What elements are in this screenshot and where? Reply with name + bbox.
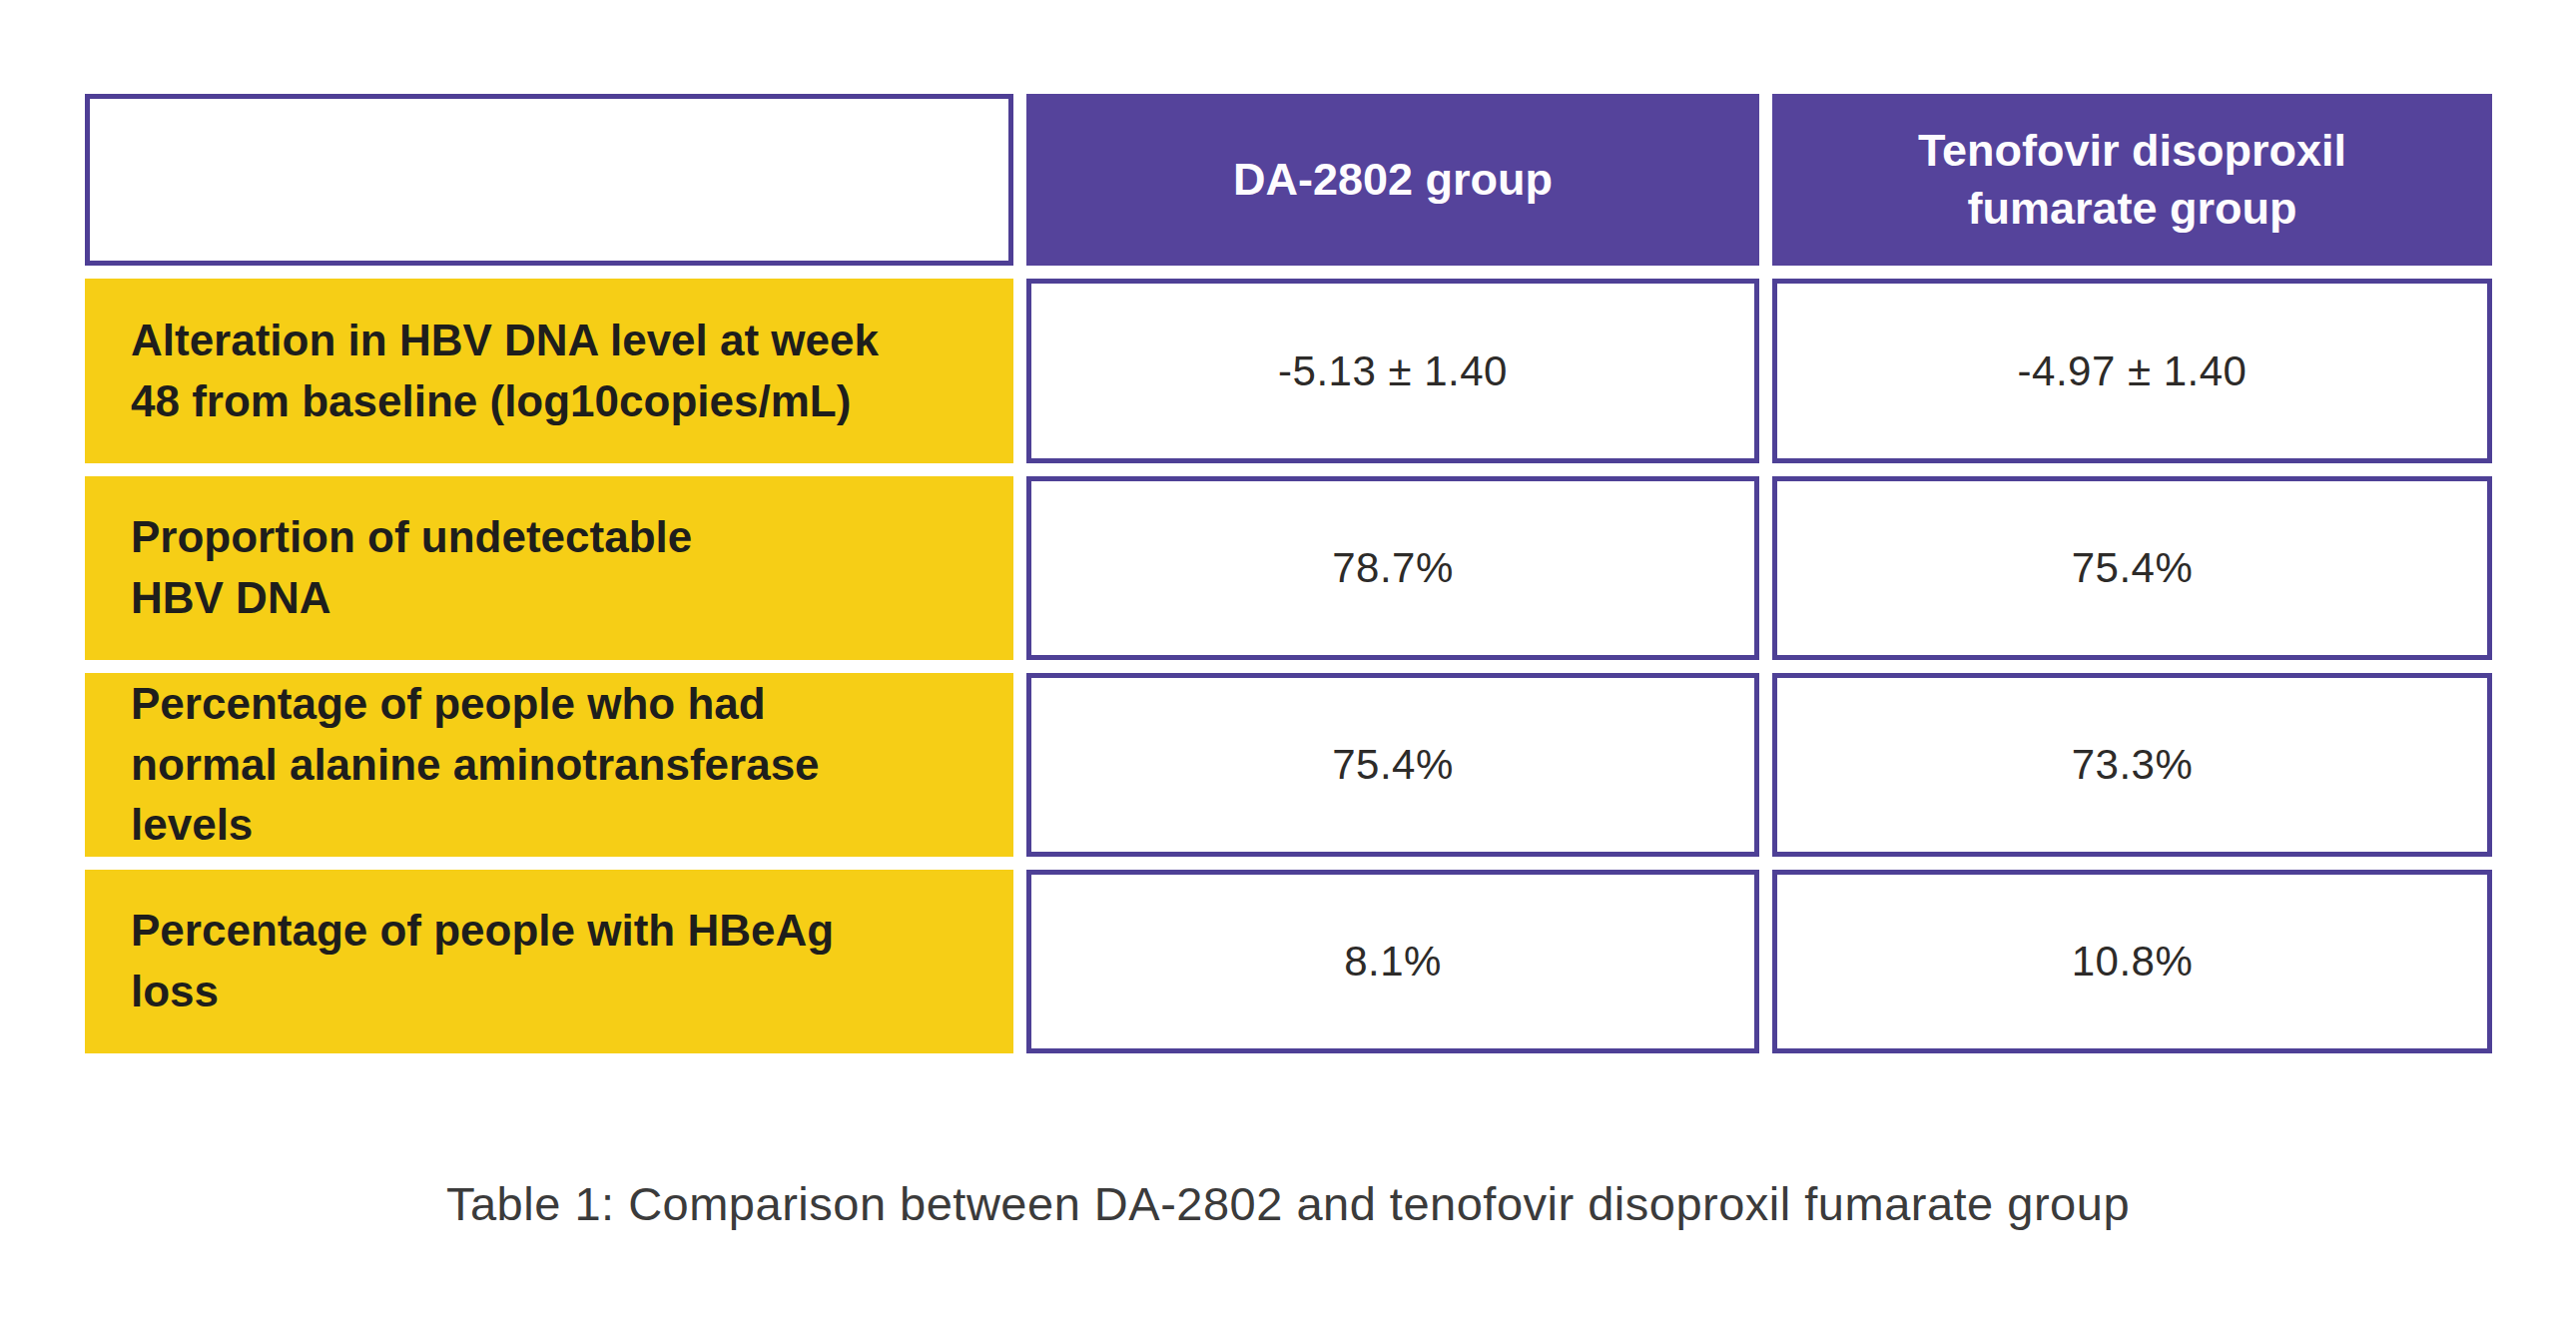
value-undetectable-hbv-dna-da2802: 78.7% xyxy=(1026,476,1759,660)
value-hbv-dna-alteration-tdf: -4.97 ± 1.40 xyxy=(1772,279,2492,463)
value-normal-alt-levels-tdf: 73.3% xyxy=(1772,673,2492,857)
row-label-hbv-dna-alteration: Alteration in HBV DNA level at week 48 f… xyxy=(85,279,1013,463)
column-header-tenofovir: Tenofovir disoproxil fumarate group xyxy=(1772,94,2492,266)
value-undetectable-hbv-dna-tdf: 75.4% xyxy=(1772,476,2492,660)
row-label-undetectable-hbv-dna: Proportion of undetectable HBV DNA xyxy=(85,476,1013,660)
value-hbeag-loss-da2802: 8.1% xyxy=(1026,870,1759,1053)
value-normal-alt-levels-da2802: 75.4% xyxy=(1026,673,1759,857)
value-hbeag-loss-tdf: 10.8% xyxy=(1772,870,2492,1053)
row-label-hbeag-loss: Percentage of people with HBeAg loss xyxy=(85,870,1013,1053)
table-caption: Table 1: Comparison between DA-2802 and … xyxy=(0,1176,2576,1231)
comparison-table: DA-2802 group Tenofovir disoproxil fumar… xyxy=(85,94,2492,1053)
value-hbv-dna-alteration-da2802: -5.13 ± 1.40 xyxy=(1026,279,1759,463)
column-header-da2802: DA-2802 group xyxy=(1026,94,1759,266)
row-label-normal-alt-levels: Percentage of people who had normal alan… xyxy=(85,673,1013,857)
corner-empty-cell xyxy=(85,94,1013,266)
